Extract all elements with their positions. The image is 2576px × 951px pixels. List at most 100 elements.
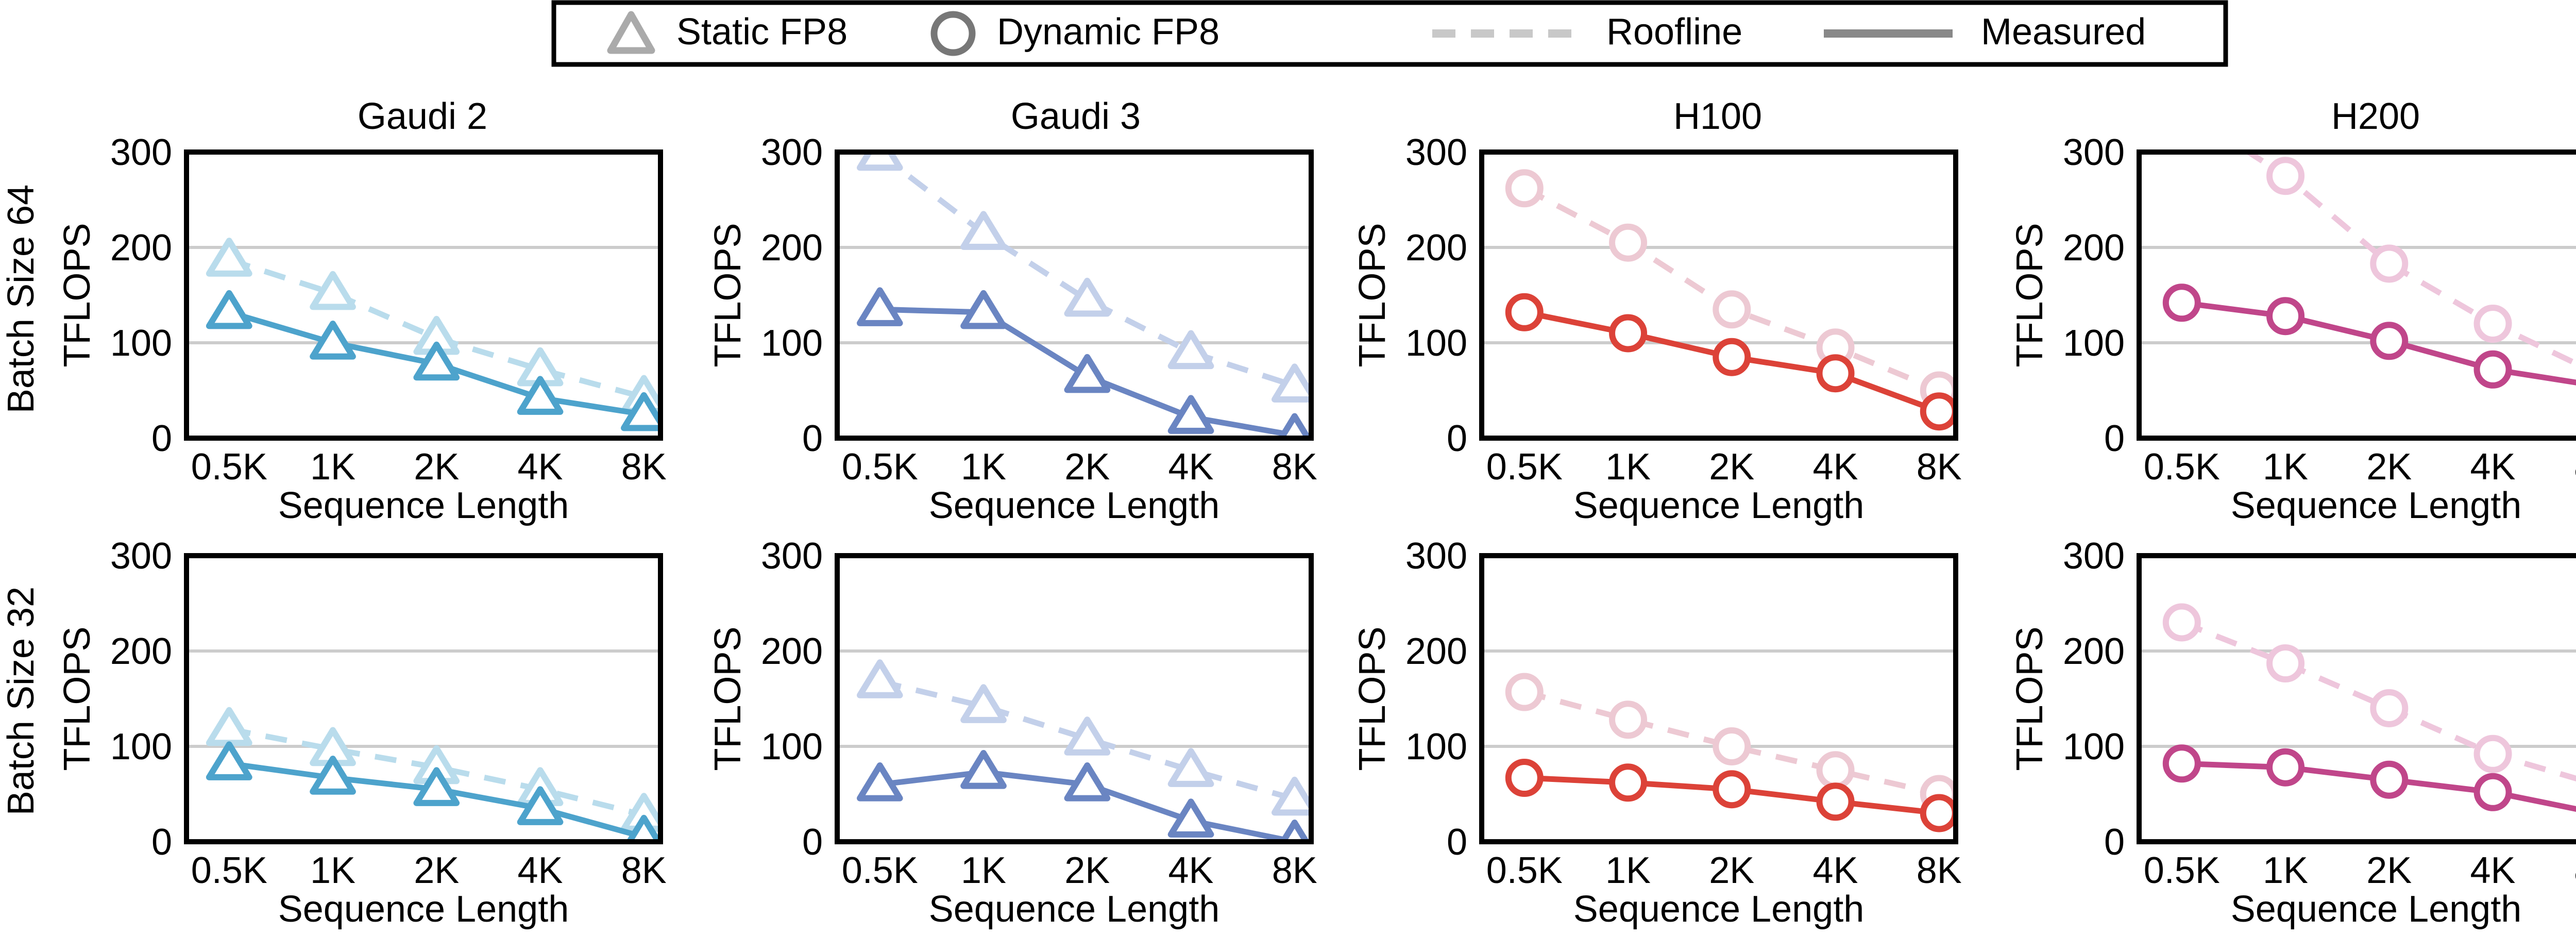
x-tick-label: 8K xyxy=(621,850,667,891)
y-tick-label: 300 xyxy=(110,536,172,577)
dynamic-fp8-legend-label: Dynamic FP8 xyxy=(997,11,1219,53)
x-tick-label: 0.5K xyxy=(1486,850,1563,891)
y-tick-label: 200 xyxy=(761,631,823,672)
x-tick-label: 2K xyxy=(1709,446,1754,488)
column-title-h200: H200 xyxy=(2331,96,2420,137)
roofline-point xyxy=(2473,735,2512,773)
measured-point xyxy=(206,290,252,329)
roofline-point xyxy=(1167,330,1214,370)
x-tick-label: 0.5K xyxy=(1486,446,1563,488)
axes-frame xyxy=(1479,553,1958,844)
roofline-legend-label: Roofline xyxy=(1606,11,1742,53)
y-tick-label: 200 xyxy=(761,227,823,269)
x-tick-label: 4K xyxy=(518,446,563,488)
x-tick-label: 0.5K xyxy=(191,446,267,488)
roofline-point xyxy=(1272,776,1311,816)
roofline-point xyxy=(857,152,903,171)
dynamic-fp8-legend-marker xyxy=(930,11,976,56)
x-tick-label: 8K xyxy=(2574,850,2576,891)
static-fp8-legend-label: Static FP8 xyxy=(676,11,848,53)
x-axis-label: Sequence Length xyxy=(929,889,1220,930)
roofline-point xyxy=(1816,751,1855,790)
panel-1-0: 0 100 200 300 0.5K 1K 2K 4K 8K Sequence Length TFL… xyxy=(57,536,667,930)
roofline-point xyxy=(2370,689,2409,727)
axes-frame xyxy=(2137,149,2576,441)
measured-point xyxy=(1713,338,1751,376)
y-tick-label: 300 xyxy=(761,536,823,577)
y-tick-label: 300 xyxy=(761,132,823,173)
panel-1-1: 0 100 200 300 0.5K 1K 2K 4K 8K Sequence Length TFL… xyxy=(707,536,1317,930)
legend: Static FP8 Dynamic FP8 Roofline Measured xyxy=(551,0,2228,67)
measured-point xyxy=(310,756,356,795)
x-tick-label: 1K xyxy=(310,446,355,488)
measured-point xyxy=(1920,392,1956,431)
measured-point xyxy=(1713,770,1751,809)
x-tick-label: 2K xyxy=(414,446,459,488)
x-tick-label: 2K xyxy=(2366,446,2412,488)
axes-frame xyxy=(835,553,1314,844)
y-axis-label: TFLOPS xyxy=(1352,626,1393,771)
roofline-series-line xyxy=(878,152,1296,389)
axes-frame xyxy=(1479,149,1958,441)
y-tick-label: 0 xyxy=(802,822,823,863)
measured-point xyxy=(413,341,460,381)
x-axis-label: Sequence Length xyxy=(1573,889,1865,930)
x-tick-label: 4K xyxy=(518,850,563,891)
roofline-point xyxy=(857,659,903,698)
axes-frame xyxy=(184,553,663,844)
y-axis-label: TFLOPS xyxy=(57,223,98,367)
measured-point xyxy=(310,321,356,360)
y-tick-label: 100 xyxy=(761,323,823,364)
x-tick-label: 1K xyxy=(2263,446,2308,488)
roofline-point xyxy=(1505,169,1544,208)
x-tick-label: 0.5K xyxy=(842,446,918,488)
measured-point xyxy=(1920,794,1956,832)
x-tick-label: 1K xyxy=(1605,446,1651,488)
x-tick-label: 2K xyxy=(414,850,459,891)
measured-point xyxy=(857,287,903,326)
panel-1-2: 0 100 200 300 0.5K 1K 2K 4K 8K Sequence Length TFL… xyxy=(1352,536,1962,930)
axes-frame xyxy=(2137,553,2576,844)
panel-0-2: 0 100 200 300 0.5K 1K 2K 4K 8K Sequence Length TFL… xyxy=(1352,132,1962,526)
column-title-h100: H100 xyxy=(1673,96,1762,137)
roofline-point xyxy=(1167,748,1214,787)
roofline-point xyxy=(1505,673,1544,711)
x-axis-label: Sequence Length xyxy=(929,485,1220,526)
y-tick-label: 300 xyxy=(1405,132,1467,173)
x-tick-label: 1K xyxy=(1605,850,1651,891)
measured-point xyxy=(2266,748,2305,787)
measured-point xyxy=(1167,395,1214,434)
y-axis-label: TFLOPS xyxy=(2009,223,2050,367)
x-tick-label: 4K xyxy=(2470,850,2516,891)
panel-0-1: 0 100 200 300 0.5K 1K 2K 4K 8K Sequence Length TFL… xyxy=(707,132,1317,526)
x-tick-label: 8K xyxy=(1917,446,1962,488)
measured-point xyxy=(2473,773,2512,811)
measured-point xyxy=(1064,762,1111,802)
x-tick-label: 0.5K xyxy=(191,850,267,891)
x-tick-label: 1K xyxy=(961,850,1006,891)
x-tick-label: 1K xyxy=(961,446,1006,488)
measured-point xyxy=(2162,283,2201,322)
measured-point xyxy=(1505,759,1544,797)
roofline-point xyxy=(2162,603,2201,642)
y-tick-label: 200 xyxy=(110,227,172,269)
x-tick-label: 2K xyxy=(1064,850,1110,891)
y-axis-label: TFLOPS xyxy=(2009,626,2050,771)
measured-point xyxy=(1609,763,1648,802)
measured-point xyxy=(2266,297,2305,336)
y-tick-label: 0 xyxy=(2104,418,2125,459)
measured-legend-label: Measured xyxy=(1981,11,2146,53)
panel-0-0: 0 100 200 300 0.5K 1K 2K 4K 8K Sequence Length TFL… xyxy=(57,132,667,526)
measured-point xyxy=(1279,820,1310,842)
y-tick-label: 300 xyxy=(1405,536,1467,577)
measured-point xyxy=(2473,350,2512,389)
plot-area xyxy=(2162,603,2576,812)
roofline-point xyxy=(1609,223,1648,262)
x-tick-label: 8K xyxy=(1917,850,1962,891)
measured-point xyxy=(1505,293,1544,331)
measured-point xyxy=(1167,798,1214,838)
row-label-batch-32: Batch Size 32 xyxy=(1,587,42,815)
plot-area xyxy=(206,707,660,842)
roofline-point xyxy=(310,271,356,310)
